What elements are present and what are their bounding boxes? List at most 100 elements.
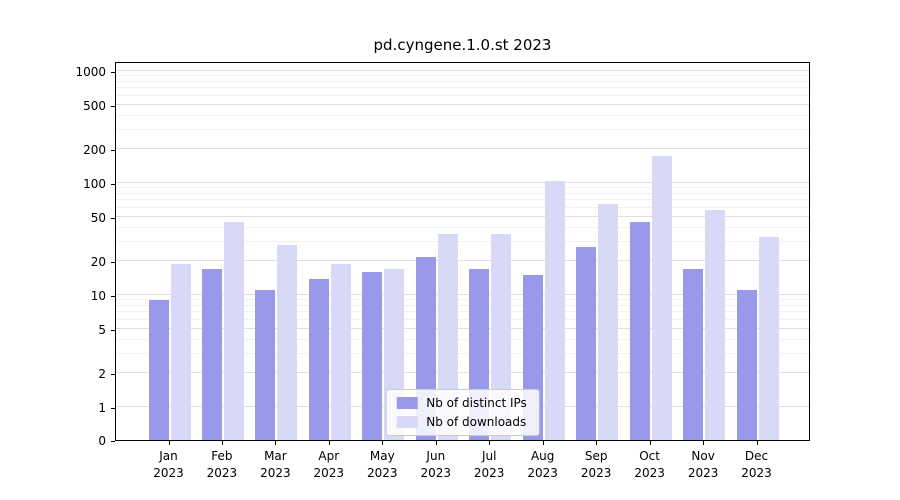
x-tick-label-nov: Nov 2023: [687, 449, 719, 481]
y-tick-mark-500: [111, 106, 115, 107]
legend-item-distinct-ips: Nb of distinct IPs: [396, 396, 527, 410]
bar-series0-dec: [736, 290, 757, 440]
bar-series1-nov: [705, 209, 726, 440]
x-tick-label-sep: Sep 2023: [580, 449, 612, 481]
gridline-5: [116, 327, 809, 329]
y-tick-label-50: 50: [90, 210, 106, 225]
x-tick-label-feb: Feb 2023: [206, 449, 238, 481]
gridline-2: [116, 372, 809, 374]
y-tick-mark-50: [111, 218, 115, 219]
gridline-100: [116, 182, 809, 183]
bar-series1-jan: [170, 263, 191, 440]
gridline-1000: [116, 70, 809, 71]
y-tick-label-10: 10: [90, 289, 106, 303]
x-tick-label-jun: Jun 2023: [420, 449, 452, 481]
x-tick-mark-feb: [221, 441, 223, 445]
legend-swatch-distinct-ips: [396, 397, 418, 409]
bar-series1-aug: [544, 180, 565, 440]
gridline-50: [116, 215, 809, 217]
legend: Nb of distinct IPs Nb of downloads: [385, 389, 540, 436]
y-tick-mark-100: [111, 184, 115, 185]
bar-series1-oct: [651, 155, 672, 440]
gridline-30: [116, 240, 809, 242]
y-tick-label-2: 2: [98, 367, 106, 382]
x-tick-mark-mar: [275, 441, 277, 445]
legend-label-distinct-ips: Nb of distinct IPs: [426, 396, 527, 410]
bar-series1-apr: [330, 263, 351, 440]
y-tick-mark-1: [111, 408, 115, 409]
legend-item-downloads: Nb of downloads: [396, 415, 527, 429]
gridline-60: [116, 206, 809, 208]
bar-series0-nov: [683, 269, 704, 440]
gridline-600: [116, 94, 809, 96]
gridline-700: [116, 87, 809, 89]
bar-series0-apr: [308, 278, 329, 440]
y-tick-mark-5: [111, 330, 115, 331]
x-tick-mark-jul: [489, 441, 491, 445]
bar-series0-may: [362, 272, 383, 440]
y-tick-label-200: 200: [83, 143, 106, 158]
chart-title: pd.cyngene.1.0.st 2023: [373, 36, 552, 54]
gridline-7: [116, 311, 809, 313]
gridline-90: [116, 187, 809, 189]
gridline-500: [116, 103, 809, 105]
x-tick-mark-dec: [756, 441, 758, 445]
bar-series1-feb: [223, 221, 244, 440]
x-tick-mark-nov: [703, 441, 705, 445]
bar-series0-mar: [255, 290, 276, 440]
gridline-10: [116, 294, 809, 295]
x-tick-label-dec: Dec 2023: [741, 449, 772, 481]
y-tick-label-5: 5: [98, 322, 106, 337]
gridline-8: [116, 304, 809, 306]
y-tick-label-500: 500: [83, 98, 106, 113]
bar-series1-sep: [598, 204, 619, 440]
x-tick-mark-sep: [596, 441, 598, 445]
y-tick-mark-200: [111, 150, 115, 151]
gridline-300: [116, 128, 809, 130]
gridline-40: [116, 226, 809, 228]
bar-series1-jun: [437, 234, 458, 440]
y-tick-mark-0: [111, 441, 115, 442]
legend-label-downloads: Nb of downloads: [426, 415, 527, 429]
gridline-400: [116, 114, 809, 116]
gridline-70: [116, 199, 809, 201]
x-tick-mark-jan: [168, 441, 170, 445]
plot-area: Nb of distinct IPs Nb of downloads: [115, 62, 810, 441]
y-tick-label-20: 20: [90, 255, 106, 270]
y-tick-mark-20: [111, 262, 115, 263]
gridline-9: [116, 299, 809, 301]
bar-series0-sep: [576, 246, 597, 440]
gridline-20: [116, 260, 809, 262]
gridline-3: [116, 352, 809, 354]
x-tick-mark-jun: [435, 441, 437, 445]
y-tick-mark-2: [111, 374, 115, 375]
bar-series0-jan: [148, 300, 169, 440]
gridline-200: [116, 148, 809, 150]
bar-series1-dec: [758, 236, 779, 440]
y-tick-label-0: 0: [98, 434, 106, 448]
x-tick-mark-apr: [328, 441, 330, 445]
gridline-6: [116, 318, 809, 320]
x-tick-label-jan: Jan 2023: [153, 449, 184, 481]
bar-series1-jul: [491, 234, 512, 440]
bar-series0-feb: [201, 269, 222, 440]
x-tick-label-apr: Apr 2023: [313, 449, 345, 481]
x-tick-mark-oct: [649, 441, 651, 445]
gridline-900: [116, 75, 809, 77]
x-tick-mark-aug: [542, 441, 544, 445]
x-tick-label-aug: Aug 2023: [527, 449, 558, 481]
bar-series0-oct: [629, 221, 650, 440]
gridline-800: [116, 80, 809, 82]
y-tick-label-1: 1: [98, 401, 106, 415]
x-tick-label-mar: Mar 2023: [260, 449, 291, 481]
y-tick-label-100: 100: [83, 177, 106, 191]
y-tick-mark-10: [111, 296, 115, 297]
x-tick-label-may: May 2023: [367, 449, 398, 481]
x-tick-label-oct: Oct 2023: [634, 449, 665, 481]
x-tick-mark-may: [382, 441, 384, 445]
y-tick-label-1000: 1000: [75, 65, 106, 79]
gridline-80: [116, 192, 809, 194]
legend-swatch-downloads: [396, 416, 418, 428]
gridline-4: [116, 338, 809, 340]
